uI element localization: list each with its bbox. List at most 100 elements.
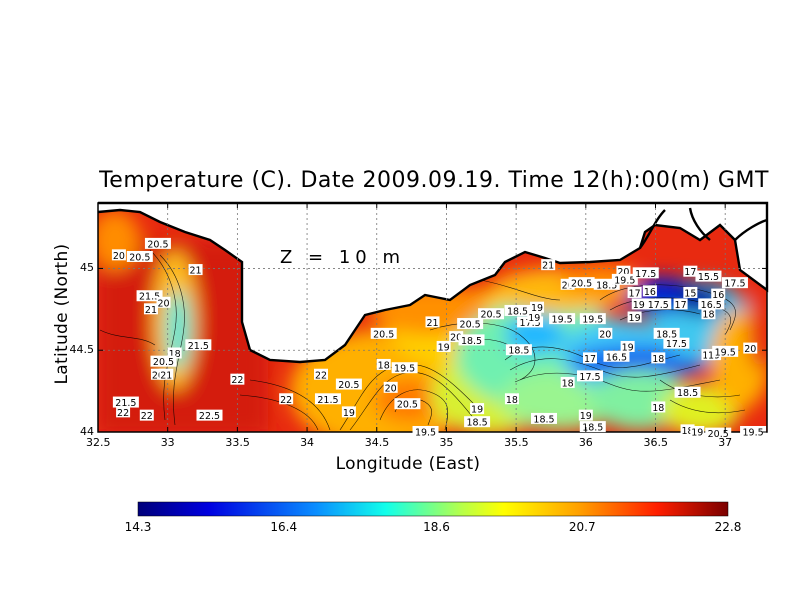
contour-label-text: 20 bbox=[617, 267, 629, 278]
contour-label-text: 18.5 bbox=[508, 346, 529, 357]
contour-label-text: 18.5 bbox=[656, 329, 677, 340]
contour-label-box bbox=[464, 416, 491, 428]
contour-label-box bbox=[568, 277, 595, 289]
contour-label: 16.5 bbox=[698, 298, 725, 311]
contour-label-text: 20 bbox=[385, 383, 397, 394]
contour-label: 16.5 bbox=[603, 350, 630, 363]
contour-label-text: 18 bbox=[378, 360, 390, 371]
contour-label-box bbox=[370, 327, 397, 339]
contour-label: 18.5 bbox=[593, 278, 620, 291]
contour-label-text: 20.5 bbox=[571, 279, 592, 290]
contour-label: 19.5 bbox=[611, 273, 638, 286]
contour-label-box bbox=[412, 426, 439, 437]
y-tick-label: 44.5 bbox=[69, 343, 95, 357]
contour-label-box bbox=[335, 378, 362, 390]
contour-label-box bbox=[698, 298, 725, 310]
contour-label-box bbox=[674, 386, 701, 398]
contour-label-box bbox=[196, 409, 223, 421]
contour-label-box bbox=[593, 278, 620, 290]
contour-label-box bbox=[111, 249, 126, 261]
contour-label: 18 bbox=[651, 352, 666, 365]
contour-label-text: 21 bbox=[145, 305, 157, 316]
contour-label-text: 18 bbox=[169, 349, 181, 360]
contour-label: 20 bbox=[598, 327, 613, 340]
contour-label: 21 bbox=[541, 259, 556, 272]
contour-label: 19.5 bbox=[391, 362, 418, 375]
contour-label: 17.5 bbox=[721, 277, 748, 290]
contour-label-box bbox=[549, 313, 576, 325]
contour-label-text: 19.5 bbox=[614, 275, 635, 286]
contour-label: 18 bbox=[504, 393, 519, 406]
contour-label-box bbox=[156, 296, 171, 308]
contour-label-box bbox=[188, 264, 203, 276]
contour-label: 17.5 bbox=[632, 267, 659, 280]
contour-label-text: 21.5 bbox=[115, 398, 136, 409]
contour-label-box bbox=[541, 259, 556, 271]
contour-label-text: 19 bbox=[438, 342, 450, 353]
x-tick-label: 35.5 bbox=[504, 436, 529, 449]
contour-label-box bbox=[578, 409, 593, 421]
contour-label-box bbox=[159, 368, 174, 380]
contour-label-box bbox=[478, 308, 505, 320]
depth-label: Z = 10 m bbox=[280, 247, 406, 268]
contour-label-text: 18.5 bbox=[461, 336, 482, 347]
y-axis-label: Latitude (North) bbox=[52, 243, 72, 385]
sea-field bbox=[98, 203, 767, 432]
contour-label-box bbox=[143, 303, 158, 315]
contour-label-text: 19 bbox=[528, 313, 540, 324]
contour-label-box bbox=[530, 301, 545, 313]
contour-label: 22.5 bbox=[196, 409, 223, 422]
contour-label-box bbox=[560, 376, 575, 388]
contour-label-box bbox=[314, 393, 341, 405]
contour-label-box bbox=[505, 344, 532, 356]
contour-label-box bbox=[721, 277, 748, 289]
contour-label-box bbox=[136, 290, 163, 302]
contour-label: 19.5 bbox=[712, 345, 739, 358]
contour-label: 18.5 bbox=[653, 327, 680, 340]
contour-label-box bbox=[560, 278, 575, 290]
contour-label-box bbox=[711, 288, 726, 300]
contour-label-text: 17 bbox=[629, 288, 641, 299]
contour-label: 20 bbox=[111, 249, 126, 262]
contour-label: 18 bbox=[376, 358, 391, 371]
contour-label: 21 bbox=[159, 368, 174, 381]
contour-label-text: 20 bbox=[113, 251, 125, 262]
contour-label-text: 22 bbox=[280, 395, 292, 406]
contour-label: 21.5 bbox=[112, 396, 139, 409]
y-tick-label: 45 bbox=[80, 261, 94, 275]
contour-label-text: 16 bbox=[712, 290, 724, 301]
contour-label-box bbox=[651, 401, 666, 413]
contour-label: 22 bbox=[314, 368, 328, 381]
contour-label-text: 19 bbox=[622, 342, 634, 353]
contour-label-text: 20.5 bbox=[460, 320, 481, 331]
contour-label-box bbox=[645, 298, 672, 310]
contour-label-text: 20 bbox=[152, 370, 164, 381]
contour-label-text: 21.5 bbox=[139, 292, 160, 303]
contour-label: 18.5 bbox=[464, 416, 491, 429]
contour-label-box bbox=[383, 381, 398, 393]
contour-label-text: 22 bbox=[315, 370, 327, 381]
contour-label: 20.5 bbox=[705, 427, 732, 440]
contour-label-box bbox=[579, 313, 606, 325]
contour-label: 20 bbox=[560, 278, 575, 291]
contour-label: 20.5 bbox=[457, 318, 484, 331]
y-tick-label: 44 bbox=[80, 425, 94, 438]
contour-label-text: 17.5 bbox=[724, 279, 745, 290]
contour-label-text: 19 bbox=[343, 408, 355, 419]
contour-label: 19 bbox=[530, 301, 545, 314]
contour-label-box bbox=[680, 424, 695, 436]
contour-label-text: 17.5 bbox=[519, 318, 540, 329]
contour-label-box bbox=[394, 398, 421, 410]
contour-label: 19.5 bbox=[579, 313, 606, 326]
contour-label-box bbox=[695, 270, 722, 282]
contour-label-box bbox=[185, 339, 212, 351]
contour-label: 18.5 bbox=[505, 344, 532, 357]
contour-label-text: 20.5 bbox=[153, 357, 174, 368]
contour-label: 16 bbox=[711, 288, 726, 301]
contour-label-box bbox=[112, 396, 139, 408]
contour-label-box bbox=[436, 340, 451, 352]
contour-label-text: 18 bbox=[682, 426, 694, 437]
contour-label: 22 bbox=[279, 393, 294, 406]
x-tick-label: 35 bbox=[439, 436, 454, 449]
contour-label: 19.5 bbox=[549, 313, 576, 326]
